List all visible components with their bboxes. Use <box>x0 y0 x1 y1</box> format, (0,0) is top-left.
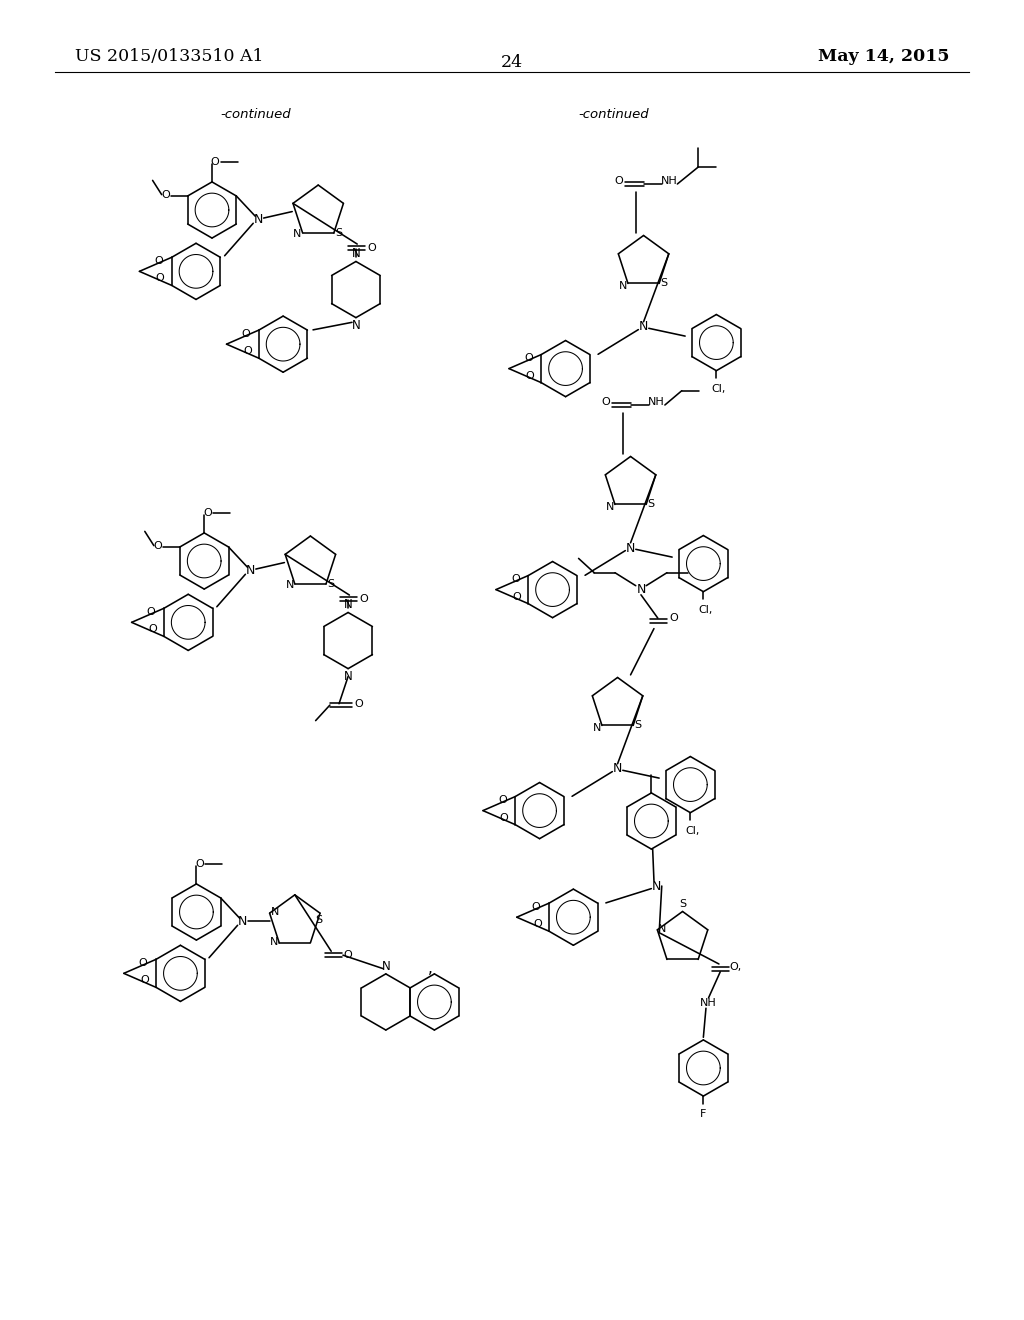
Text: Cl,: Cl, <box>698 605 713 615</box>
Text: S: S <box>327 579 334 589</box>
Text: O: O <box>243 346 252 356</box>
Text: O: O <box>498 795 507 805</box>
Text: 24: 24 <box>501 54 523 71</box>
Text: O: O <box>211 157 219 168</box>
Text: O: O <box>511 574 520 585</box>
Text: NH: NH <box>700 998 717 1008</box>
Text: N: N <box>344 598 352 611</box>
Text: N: N <box>636 583 646 597</box>
Text: S: S <box>647 499 654 510</box>
Text: N: N <box>613 763 623 776</box>
Text: N: N <box>593 722 601 733</box>
Text: O: O <box>155 256 163 267</box>
Text: O: O <box>614 177 624 186</box>
Text: O: O <box>146 607 156 616</box>
Text: N: N <box>270 907 279 917</box>
Text: S: S <box>335 228 342 238</box>
Text: NH: NH <box>662 177 678 186</box>
Text: O: O <box>154 541 162 550</box>
Text: O: O <box>148 624 157 635</box>
Text: O: O <box>500 813 508 822</box>
Text: S: S <box>634 721 641 730</box>
Text: S: S <box>660 279 668 289</box>
Text: O,: O, <box>730 961 742 972</box>
Text: N: N <box>382 960 390 973</box>
Text: -continued: -continued <box>220 108 291 121</box>
Text: O: O <box>524 354 532 363</box>
Text: O: O <box>156 273 165 284</box>
Text: O: O <box>512 591 521 602</box>
Text: N: N <box>246 564 255 577</box>
Text: NH: NH <box>648 397 665 408</box>
Text: O: O <box>368 243 376 253</box>
Text: O: O <box>196 859 204 870</box>
Text: N: N <box>605 502 614 512</box>
Text: N: N <box>626 541 635 554</box>
Text: F: F <box>700 1109 707 1119</box>
Text: O: O <box>344 950 352 960</box>
Text: N: N <box>351 319 360 331</box>
Text: N: N <box>270 936 279 946</box>
Text: O: O <box>359 594 368 605</box>
Text: N: N <box>639 321 648 334</box>
Text: N: N <box>286 581 294 590</box>
Text: O: O <box>534 919 542 929</box>
Text: O: O <box>161 190 170 199</box>
Text: O: O <box>139 958 147 968</box>
Text: -continued: -continued <box>579 108 649 121</box>
Text: N: N <box>658 924 667 933</box>
Text: O: O <box>242 329 250 339</box>
Text: Cl,: Cl, <box>686 826 700 836</box>
Text: S: S <box>315 915 323 925</box>
Text: O: O <box>203 508 212 519</box>
Text: N: N <box>618 281 627 290</box>
Text: O: O <box>525 371 535 380</box>
Text: O: O <box>601 397 610 408</box>
Text: N: N <box>652 879 662 892</box>
Text: O: O <box>531 902 541 912</box>
Text: N: N <box>239 915 248 928</box>
Text: May 14, 2015: May 14, 2015 <box>817 48 949 65</box>
Text: ,: , <box>428 961 432 975</box>
Text: N: N <box>293 230 302 239</box>
Text: N: N <box>344 671 352 682</box>
Text: N: N <box>254 213 263 226</box>
Text: US 2015/0133510 A1: US 2015/0133510 A1 <box>75 48 263 65</box>
Text: S: S <box>679 899 686 909</box>
Text: O: O <box>140 975 148 986</box>
Text: O: O <box>354 698 364 709</box>
Text: O: O <box>669 614 678 623</box>
Text: N: N <box>351 247 360 260</box>
Text: Cl,: Cl, <box>712 384 726 393</box>
